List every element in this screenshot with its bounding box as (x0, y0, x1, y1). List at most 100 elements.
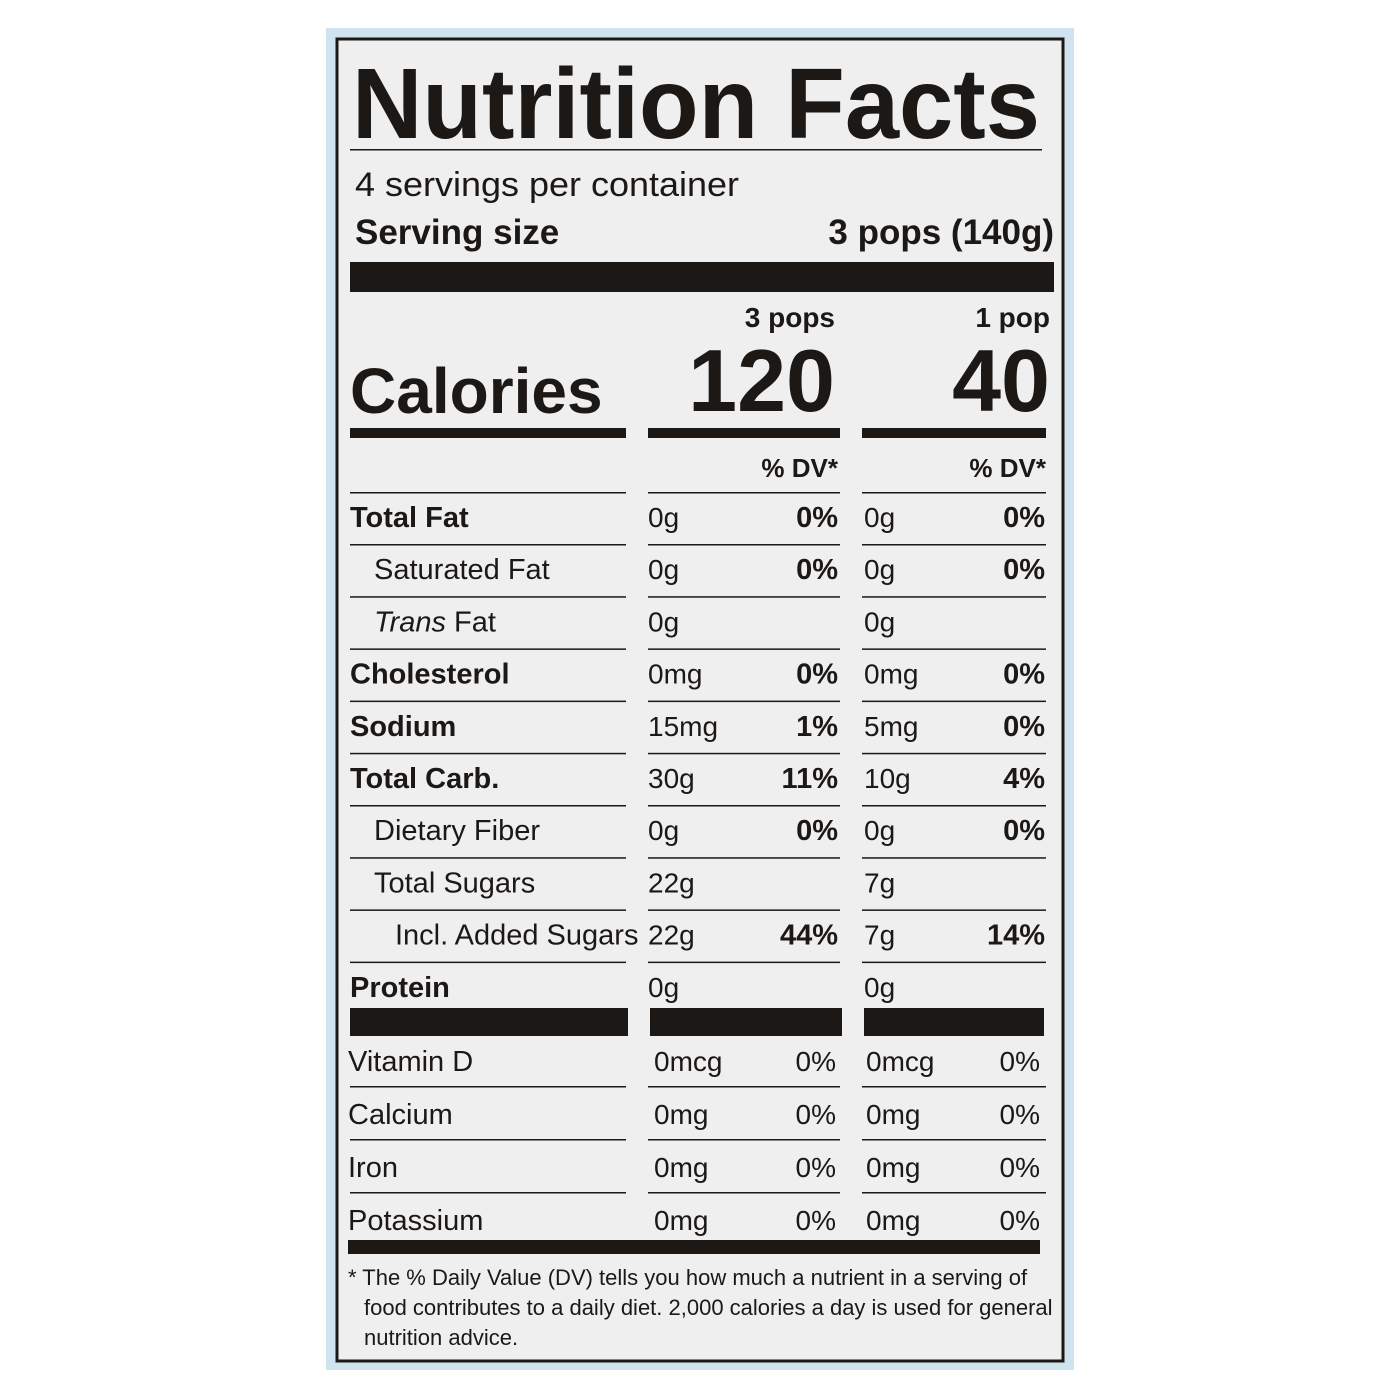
amount: 5mg (864, 711, 918, 742)
serving-size-value: 3 pops (140g) (828, 213, 1054, 252)
rule (350, 596, 626, 598)
rule (862, 1192, 1046, 1194)
amount: 0g (648, 554, 679, 585)
daily-value: 0% (1003, 502, 1045, 534)
daily-value: 14% (987, 920, 1045, 952)
daily-value: 0% (1000, 1046, 1040, 1077)
daily-value: 0% (796, 1046, 836, 1077)
amount: 0g (648, 972, 679, 1003)
thick-bar (650, 1008, 842, 1036)
rule (350, 909, 626, 911)
daily-value: 0% (796, 1205, 836, 1236)
thick-bar (864, 1008, 1044, 1036)
amount: 0g (648, 606, 679, 637)
rule (350, 492, 626, 494)
footnote: * The % Daily Value (DV) tells you how m… (348, 1265, 1028, 1290)
rule (350, 149, 1042, 151)
nutrient-label: Trans Fat (374, 606, 496, 638)
rule (350, 805, 626, 807)
nutrient-label: Total Sugars (374, 867, 535, 899)
amount: 7g (864, 920, 895, 951)
rule (862, 700, 1046, 703)
label-box (335, 37, 1065, 1363)
calories-value: 120 (688, 331, 835, 430)
amount: 0mg (654, 1152, 708, 1183)
rule (648, 544, 840, 546)
amount: 0mg (648, 659, 702, 690)
daily-value: 0% (1003, 815, 1045, 847)
amount: 0g (864, 606, 895, 637)
rule (350, 648, 626, 650)
daily-value: 0% (1003, 659, 1045, 691)
vitamin-label: Calcium (348, 1099, 453, 1131)
rule (862, 492, 1046, 494)
rule (648, 492, 840, 494)
dv-header: % DV* (969, 453, 1046, 483)
nutrient-label: Sodium (350, 711, 456, 743)
amount: 0g (864, 502, 895, 533)
nutrient-label: Protein (350, 972, 450, 1004)
rule (862, 648, 1046, 650)
daily-value: 11% (782, 763, 839, 795)
rule (862, 544, 1046, 546)
daily-value: 1% (796, 711, 838, 743)
amount: 0mcg (654, 1046, 722, 1077)
rule (648, 648, 840, 650)
calories-label: Calories (350, 355, 603, 427)
rule (350, 700, 626, 703)
amount: 0g (864, 815, 895, 846)
amount: 0g (864, 972, 895, 1003)
daily-value: 0% (1003, 711, 1045, 743)
daily-value: 44% (780, 920, 838, 952)
footnote: food contributes to a daily diet. 2,000 … (364, 1295, 1053, 1320)
rule (648, 1139, 840, 1141)
title: Nutrition Facts (352, 48, 1040, 160)
amount: 22g (648, 920, 695, 951)
rule (648, 857, 840, 859)
daily-value: 0% (1000, 1099, 1040, 1130)
vitamin-label: Potassium (348, 1205, 483, 1237)
amount: 7g (864, 867, 895, 898)
column-header: 3 pops (745, 302, 835, 333)
amount: 0mg (866, 1099, 920, 1130)
rule (350, 1086, 626, 1088)
amount: 0mcg (866, 1046, 934, 1077)
calories-value: 40 (952, 331, 1050, 430)
thick-bar (350, 262, 1054, 292)
label-part: Fat (454, 606, 496, 638)
dv-header: % DV* (761, 453, 838, 483)
daily-value: 0% (796, 815, 838, 847)
amount: 0g (648, 502, 679, 533)
rule (862, 1086, 1046, 1088)
label-part: Trans (374, 606, 446, 638)
rule (862, 596, 1046, 598)
amount: 30g (648, 763, 695, 794)
daily-value: 0% (1000, 1205, 1040, 1236)
nutrient-label: Saturated Fat (374, 554, 550, 586)
rule (648, 1192, 840, 1194)
amount: 0g (864, 554, 895, 585)
daily-value: 0% (796, 1152, 836, 1183)
daily-value: 0% (796, 659, 838, 691)
amount: 0mg (866, 1205, 920, 1236)
rule (862, 961, 1046, 964)
thick-bar (348, 1240, 1040, 1254)
rule (862, 1139, 1046, 1141)
nutrient-label: Total Fat (350, 502, 469, 534)
amount: 0mg (866, 1152, 920, 1183)
rule (648, 961, 840, 964)
nutrient-label: Total Carb. (350, 763, 499, 795)
amount: 0mg (864, 659, 918, 690)
rule (862, 857, 1046, 859)
rule (648, 596, 840, 598)
amount: 22g (648, 867, 695, 898)
bar (862, 428, 1046, 438)
footnote: nutrition advice. (364, 1325, 518, 1350)
daily-value: 0% (796, 502, 838, 534)
rule (648, 805, 840, 807)
rule (862, 752, 1046, 755)
rule (350, 544, 626, 546)
rule (350, 752, 626, 755)
amount: 0mg (654, 1205, 708, 1236)
